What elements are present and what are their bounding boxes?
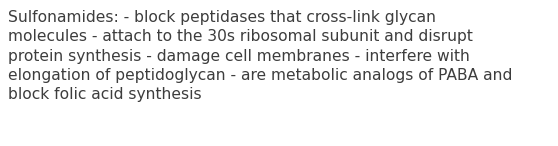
Text: Sulfonamides: - block peptidases that cross-link glycan
molecules - attach to th: Sulfonamides: - block peptidases that cr…: [8, 10, 513, 102]
